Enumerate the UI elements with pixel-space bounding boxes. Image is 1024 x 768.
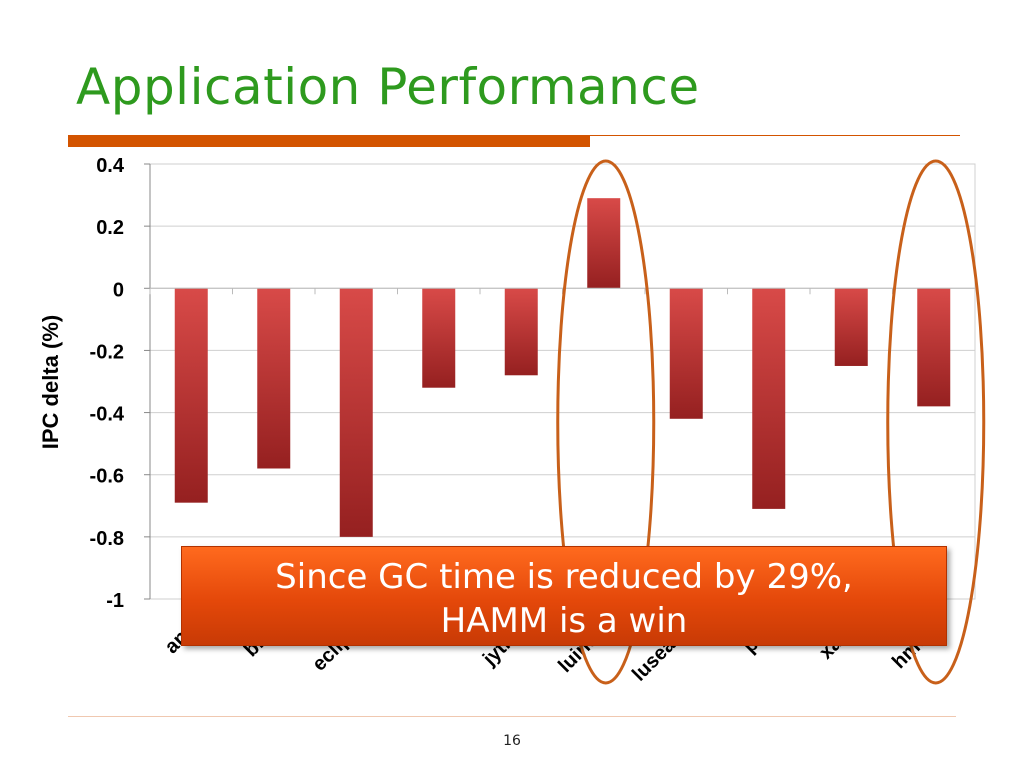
bar-antlr <box>174 288 208 503</box>
callout-box: Since GC time is reduced by 29%, HAMM is… <box>181 546 947 646</box>
y-tick-label: 0.4 <box>96 155 125 177</box>
title-underline-thin <box>590 135 960 136</box>
y-tick-label: -0.2 <box>90 341 124 363</box>
callout-line-2: HAMM is a win <box>440 601 688 641</box>
footer-rule <box>68 716 956 717</box>
y-tick-label: 0 <box>113 279 124 301</box>
bar-lusearch <box>669 288 703 419</box>
bar-jython <box>504 288 538 376</box>
highlight-ellipses <box>556 159 986 685</box>
y-tick-label: -1 <box>106 590 124 612</box>
bar-fop <box>422 288 456 388</box>
y-axis-ticks: 0.4 0.2 0 -0.2 -0.4 -0.6 -0.8 -1 <box>90 155 151 612</box>
bar-luindex <box>587 198 621 289</box>
page-number: 16 <box>503 733 521 749</box>
highlight-ellipse-hmean <box>886 159 986 685</box>
y-axis-label: IPC delta (%) <box>38 315 63 449</box>
highlight-ellipse-luindex <box>556 159 656 685</box>
slide-title: Application Performance <box>76 58 700 116</box>
bar-hmean <box>917 288 951 407</box>
chart-bars <box>174 198 951 537</box>
y-tick-label: -0.6 <box>90 466 124 488</box>
y-tick-label: -0.8 <box>90 528 124 550</box>
bar-eclipse <box>339 288 373 537</box>
bar-xalan <box>834 288 868 366</box>
callout-line-1: Since GC time is reduced by 29%, <box>275 557 853 597</box>
y-tick-label: -0.4 <box>90 404 125 426</box>
bar-pmd <box>752 288 786 509</box>
bar-bloat <box>257 288 291 469</box>
y-tick-label: 0.2 <box>96 217 124 239</box>
title-underline-thick <box>68 135 590 147</box>
